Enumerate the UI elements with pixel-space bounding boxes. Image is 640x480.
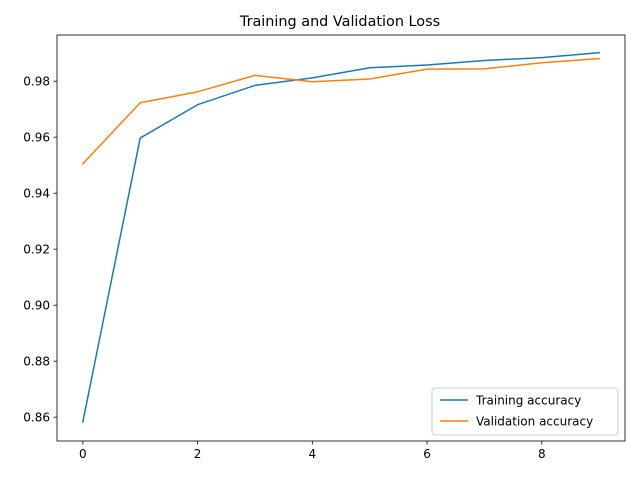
plot-frame — [56, 34, 626, 442]
legend-label: Validation accuracy — [476, 414, 593, 428]
series-line-validation — [81, 57, 600, 165]
series-line-training — [81, 51, 600, 423]
y-tick-label: 0.90 — [23, 299, 50, 313]
series-lines — [81, 51, 600, 423]
y-tick-label: 0.92 — [23, 243, 50, 257]
x-tick-label: 4 — [308, 447, 316, 461]
chart-title: Training and Validation Loss — [239, 14, 440, 30]
y-tick-label: 0.98 — [23, 75, 50, 89]
x-axis-ticks: 0 2 4 6 8 — [79, 441, 546, 461]
y-tick-label: 0.96 — [23, 131, 50, 145]
legend-box — [431, 387, 619, 436]
y-tick-label: 0.86 — [23, 411, 50, 425]
y-axis-ticks: 0.86 0.88 0.90 0.92 0.94 0.96 0.98 — [23, 75, 57, 425]
x-tick-label: 6 — [423, 447, 431, 461]
x-tick-label: 2 — [194, 447, 202, 461]
x-tick-label: 0 — [79, 447, 87, 461]
y-tick-label: 0.88 — [23, 355, 50, 369]
y-tick-label: 0.94 — [23, 187, 50, 201]
x-tick-label: 8 — [538, 447, 546, 461]
legend-label: Training accuracy — [475, 393, 581, 407]
legend: Training accuracy Validation accuracy — [431, 387, 619, 436]
